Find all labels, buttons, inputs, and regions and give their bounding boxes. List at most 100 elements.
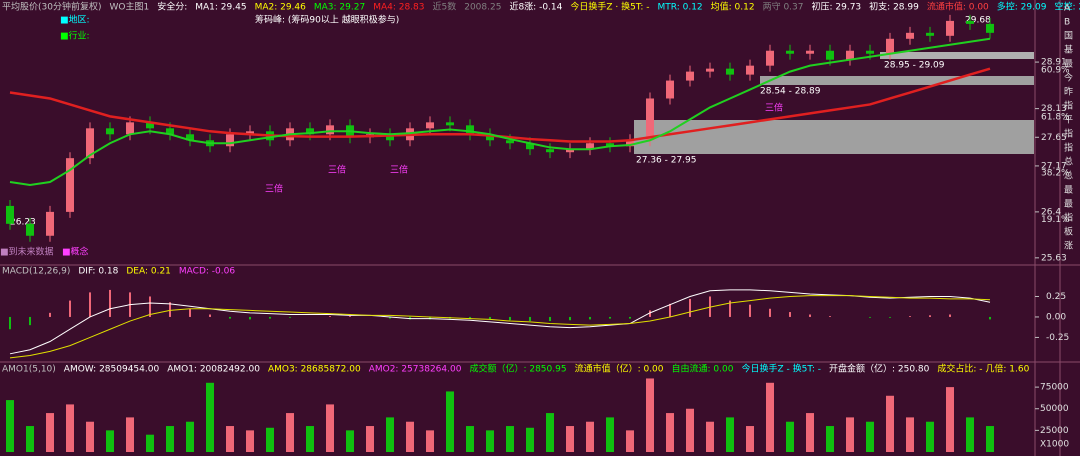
volume-bar [766,382,774,452]
volume-bar [466,426,474,452]
candle-body [246,131,254,135]
candle-body [6,205,14,224]
candle-body [526,143,534,150]
volume-bar [366,426,374,452]
header-item: 成交额（亿）: 2850.95 [469,363,566,375]
line [9,289,991,355]
volume-bar [266,427,274,452]
sidebar-item: B [1064,18,1070,28]
volume-bar [966,417,974,452]
label: ■到未来数据 [0,246,54,258]
candle-body [126,122,134,135]
header-item: 初压: 29.73 [812,1,862,13]
zone [634,120,1034,154]
header-item: AMO1: 20082492.00 [167,365,260,375]
sidebar-item: 昨 [1064,86,1073,98]
candle-body [66,158,74,212]
label: ■概念 [62,246,89,258]
header-item: 2008.25 [464,3,501,13]
y-tick-label: 0.00 [1046,312,1066,322]
y-tick-label: 28.91 [1041,58,1067,68]
volume-bar [506,426,514,452]
candle-body [426,122,434,129]
candle-body [86,128,94,159]
candle-body [806,50,814,54]
candle-body [866,50,874,54]
candle-body [646,98,654,141]
volume-bar [406,421,414,452]
volume-bar [86,421,94,452]
header-item: WO主图1 [109,1,149,13]
candle-body [926,32,934,36]
sidebar-item: 国 [1064,31,1073,42]
y-tick-label: 50000 [1040,404,1069,414]
volume-bar [926,421,934,452]
annotation: 三倍 [328,164,346,176]
annotation: 28.54 - 28.89 [760,87,821,97]
candle-body [766,50,774,66]
volume-bar [906,417,914,452]
sidebar-item: 指 [1064,100,1073,112]
line [9,37,991,187]
y-tick-label: 27.17 [1041,161,1067,171]
candle-body [826,50,834,60]
header-item: AMOW: 28509454.00 [64,365,160,375]
header-item: AMO3: 28685872.00 [268,365,361,375]
volume-bar [586,421,594,452]
volume-bar [786,421,794,452]
zone [760,76,1034,85]
volume-bar [446,391,454,452]
header-item: 开盘金额（亿）: 250.80 [829,363,930,375]
volume-bar [566,426,574,452]
header-item: 今日换手Z · 换5T: - [570,1,649,13]
header-item: DEA: 0.21 [126,267,171,277]
volume-bar [886,395,894,452]
header-item: 安全分: [157,1,187,13]
y-tick-label: 25.63 [1041,253,1067,263]
candle-body [386,134,394,141]
y-tick-label: 0.25 [1046,292,1066,302]
header-item: MTR: 0.12 [657,3,702,13]
sidebar-item: 指 [1064,142,1073,154]
sidebar-item: 最 [1064,185,1073,196]
candle-body [706,68,714,72]
volume-bar [66,404,74,452]
candle-body [666,80,674,99]
sidebar-item: 总 [1064,170,1073,182]
volume-bar [526,427,534,452]
volume-bar [186,421,194,452]
volume-bar [806,413,814,452]
candle-body [946,20,954,36]
volume-bar [26,426,34,452]
header-item: 近5数 [433,1,457,13]
volume-bar [486,430,494,452]
volume-bar [626,430,634,452]
volume-bar [986,426,994,452]
y-tick-label: 75000 [1040,383,1069,393]
sidebar-item: 最 [1064,59,1073,70]
line [9,295,991,359]
sidebar-item: 涨 [1064,241,1073,252]
candle-body [606,143,614,147]
sidebar-item: 基 [1064,44,1073,56]
header-item: AMO2: 25738264.00 [369,365,462,375]
candle-body [146,122,154,129]
header-item: 今日换手Z - 换5T: - [741,363,821,375]
candle-body [466,125,474,135]
annotation: 28.95 - 29.09 [884,61,945,71]
label: ■地区: [60,14,90,26]
annotation: 三倍 [265,183,283,195]
sidebar-item: 最 [1064,199,1073,210]
candle-body [746,65,754,75]
sidebar-item: 指 [1064,212,1073,224]
sidebar-item: 板 [1064,226,1073,238]
volume-bar [346,430,354,452]
volume-bar [666,413,674,452]
volume-bar [206,382,214,452]
header-item: 多控: 29.09 [997,1,1047,13]
candle-body [26,223,34,236]
candle-body [486,134,494,141]
candle-body [686,71,694,81]
candle-body [326,125,334,135]
